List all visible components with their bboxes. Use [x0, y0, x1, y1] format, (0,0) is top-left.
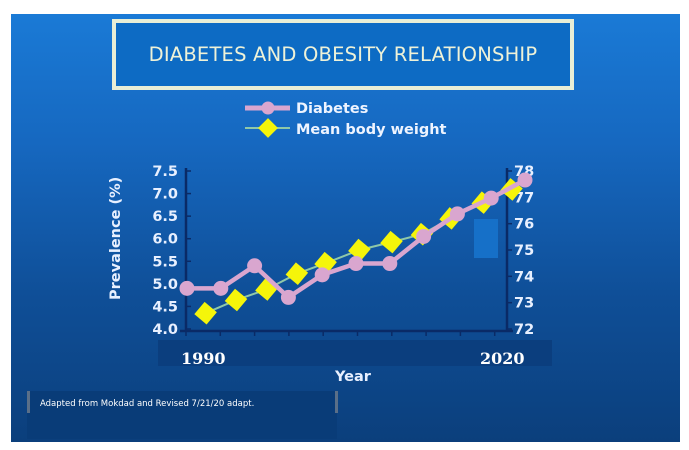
diabetes-point	[247, 258, 263, 274]
diabetes-point	[449, 206, 465, 222]
x-axis-title: Year	[334, 369, 372, 385]
left-axis-ticks: 4.0 4.5 5.0 5.5 6.0 6.5 7.0 7.5	[152, 164, 191, 338]
left-tick-label: 5.5	[152, 254, 178, 270]
axes	[180, 168, 513, 336]
weight-point	[348, 238, 371, 262]
left-tick-label: 7.5	[152, 164, 178, 180]
legend-weight-marker	[258, 118, 278, 138]
decorative-rectangle	[474, 219, 498, 258]
right-tick-label: 73	[514, 296, 534, 312]
right-tick-label: 77	[514, 190, 534, 206]
weight-point	[285, 262, 309, 285]
caption-box-left-edge	[27, 391, 30, 413]
left-tick-label: 5.0	[152, 277, 178, 293]
diabetes-point	[416, 228, 432, 244]
legend-weight-label: Mean body weight	[296, 122, 447, 138]
source-caption: Adapted from Mokdad and Revised 7/21/20 …	[40, 399, 255, 409]
left-tick-label: 6.5	[152, 209, 178, 225]
year-label-band	[158, 340, 552, 366]
right-tick-label: 74	[514, 269, 534, 285]
left-tick-label: 6.0	[152, 232, 178, 248]
weight-point	[224, 288, 248, 312]
right-tick-label: 72	[514, 322, 534, 338]
diabetes-point	[483, 190, 499, 206]
caption-box-right-edge	[335, 391, 338, 413]
left-tick-label: 4.0	[152, 322, 178, 338]
diabetes-point	[179, 280, 195, 296]
weight-point	[380, 230, 403, 254]
right-tick-label: 75	[514, 243, 534, 259]
diabetes-line	[187, 178, 527, 301]
year-start-label: 1990	[181, 349, 226, 368]
slide-title: DIABETES AND OBESITY RELATIONSHIP	[148, 43, 538, 66]
diabetes-point	[348, 256, 364, 272]
caption-box	[27, 391, 337, 439]
series-mean-body-weight	[194, 178, 523, 325]
legend-diabetes-label: Diabetes	[296, 101, 368, 117]
diabetes-point	[280, 289, 296, 305]
left-tick-label: 7.0	[152, 187, 178, 203]
y-axis-title: Prevalence (%)	[108, 177, 124, 300]
legend: Diabetes Mean body weight	[245, 101, 447, 138]
diabetes-point	[382, 256, 398, 272]
left-tick-label: 4.5	[152, 299, 178, 315]
right-tick-label: 76	[514, 217, 534, 233]
diabetes-point	[314, 267, 330, 283]
legend-diabetes-marker	[261, 101, 275, 115]
series-diabetes	[179, 172, 533, 305]
diabetes-point	[213, 280, 229, 296]
year-end-label: 2020	[480, 349, 525, 368]
diabetes-point	[517, 172, 533, 188]
weight-point	[194, 301, 217, 325]
title-box: DIABETES AND OBESITY RELATIONSHIP	[112, 19, 574, 90]
